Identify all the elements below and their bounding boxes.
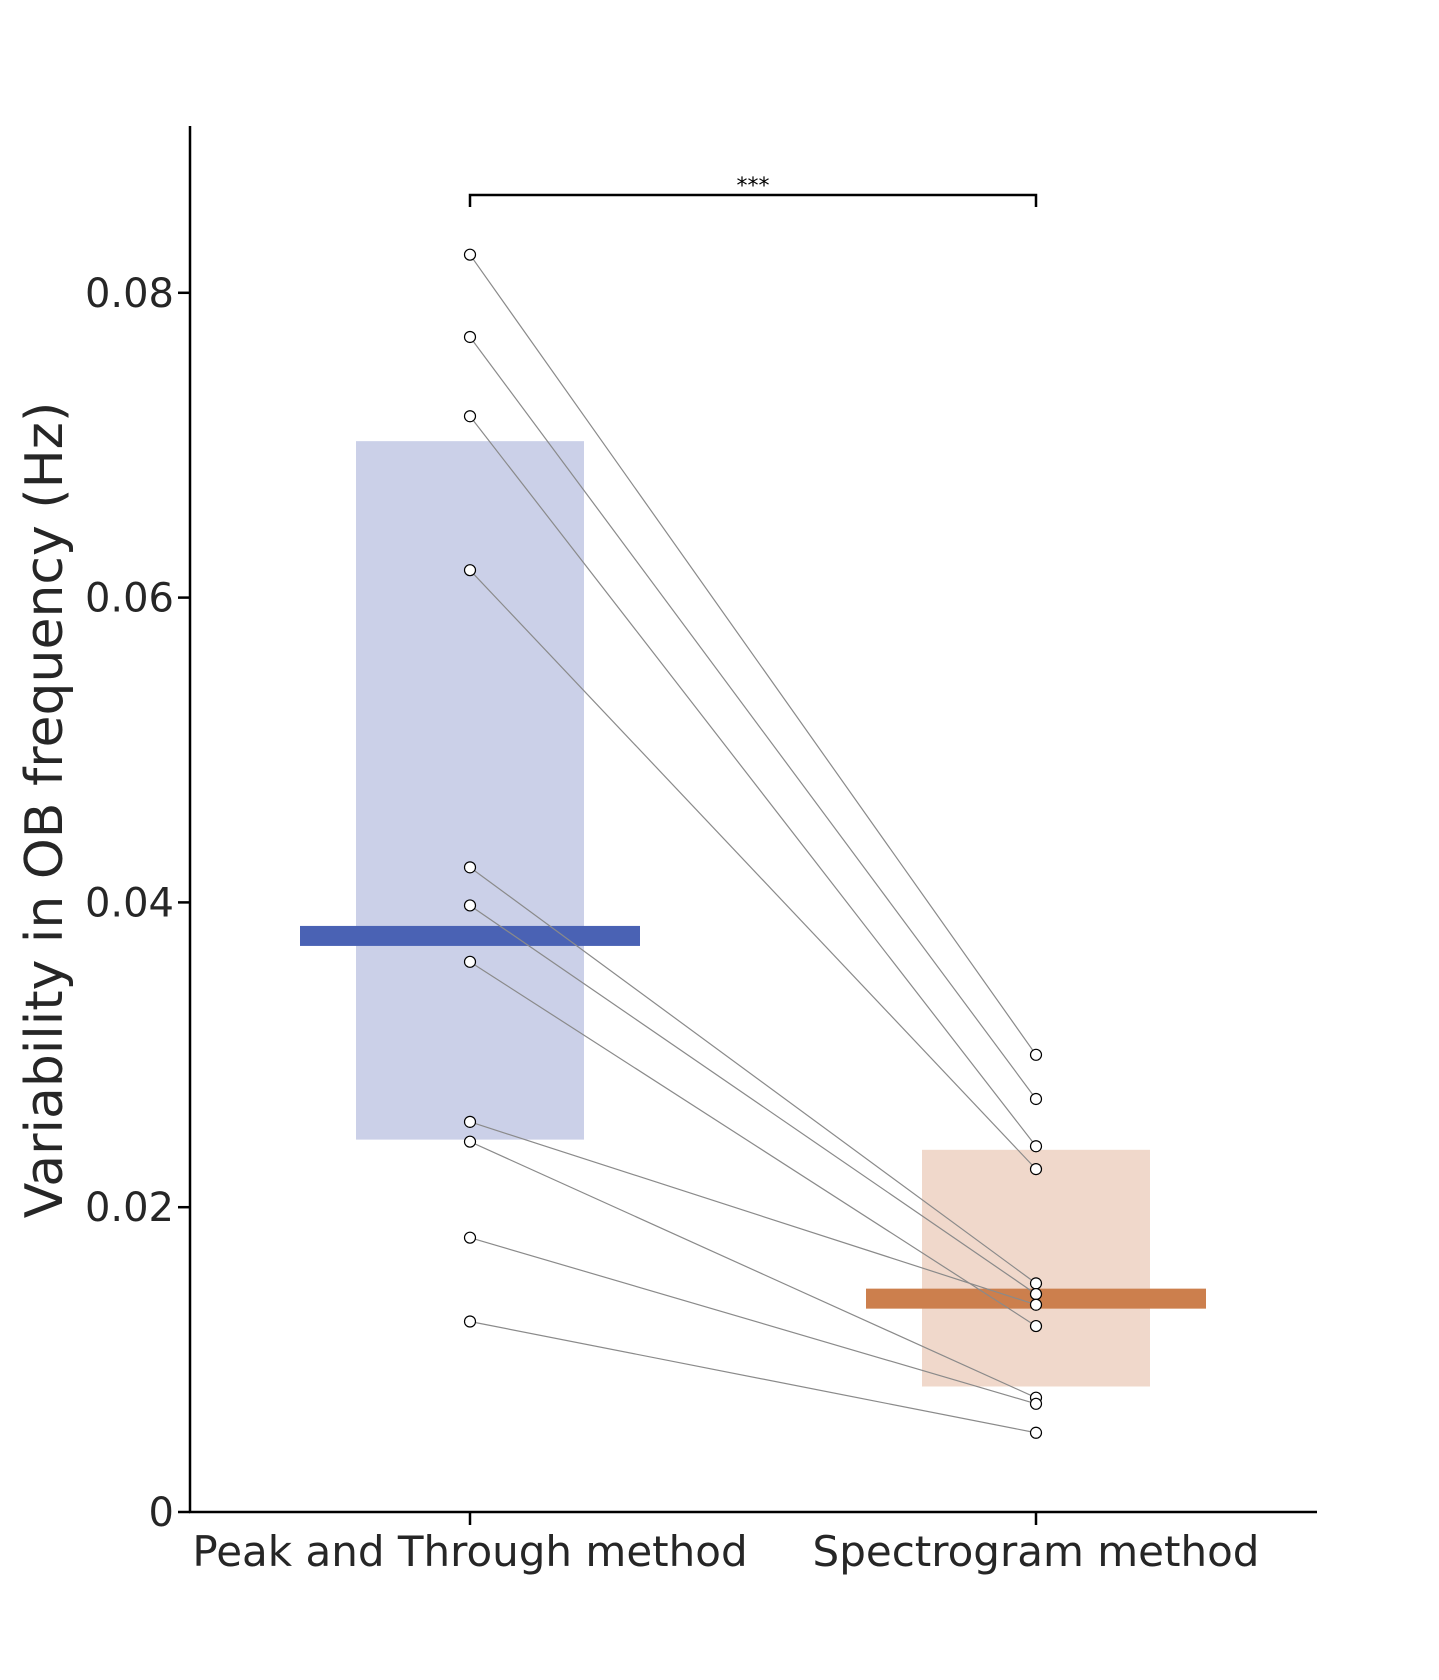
pair-line xyxy=(469,569,1037,1170)
pair-line xyxy=(469,866,1037,1284)
iqr-boxes xyxy=(356,441,1150,1387)
pair-line xyxy=(469,336,1037,1100)
y-ticks: 0 0.02 0.04 0.06 0.08 xyxy=(85,271,190,1536)
data-point xyxy=(463,1135,477,1148)
pair-line xyxy=(469,254,1037,1056)
data-point xyxy=(463,564,477,577)
data-point xyxy=(1029,1140,1043,1153)
data-point xyxy=(1029,1298,1043,1311)
mean-bar-0 xyxy=(300,925,640,946)
data-point xyxy=(1029,1397,1043,1410)
x-ticks: Peak and Through method Spectrogram metho… xyxy=(192,1512,1259,1576)
pair-line xyxy=(469,415,1037,1147)
data-point xyxy=(1029,1048,1043,1061)
pair-line xyxy=(469,904,1037,1295)
y-axis-title: Variability in OB frequency (Hz) xyxy=(15,402,75,1219)
y-tick-label: 0 xyxy=(149,1490,174,1536)
y-tick-label: 0.04 xyxy=(85,880,174,926)
data-point xyxy=(1029,1092,1043,1106)
data-point xyxy=(463,330,477,344)
data-point xyxy=(1029,1426,1043,1439)
x-tick-label: Spectrogram method xyxy=(813,1527,1260,1576)
y-tick-label: 0.08 xyxy=(85,271,174,317)
data-point xyxy=(463,955,477,968)
data-point xyxy=(463,899,477,912)
pair-line xyxy=(469,1141,1037,1399)
significance-label: *** xyxy=(737,174,770,199)
data-point xyxy=(463,248,477,261)
iqr-box-0 xyxy=(356,441,584,1140)
pair-line xyxy=(469,1320,1037,1434)
data-point xyxy=(463,410,477,423)
data-point xyxy=(1029,1287,1043,1301)
data-point xyxy=(463,1315,477,1328)
y-tick-label: 0.02 xyxy=(85,1185,174,1231)
data-point xyxy=(463,1231,477,1244)
data-point xyxy=(463,861,477,874)
x-tick-label: Peak and Through method xyxy=(192,1527,747,1576)
data-point xyxy=(1029,1319,1043,1333)
pair-line xyxy=(469,961,1037,1327)
pair-line xyxy=(469,1237,1037,1405)
data-point xyxy=(1029,1277,1043,1290)
iqr-box-1 xyxy=(922,1149,1150,1387)
data-points xyxy=(463,248,1043,1439)
y-tick-label: 0.06 xyxy=(85,576,174,622)
significance-bracket-line xyxy=(468,193,1038,207)
data-point xyxy=(1029,1162,1043,1176)
data-point xyxy=(463,1115,477,1128)
pair-line xyxy=(469,1121,1037,1306)
significance-bracket: *** xyxy=(468,174,1038,207)
pair-lines xyxy=(469,254,1037,1434)
